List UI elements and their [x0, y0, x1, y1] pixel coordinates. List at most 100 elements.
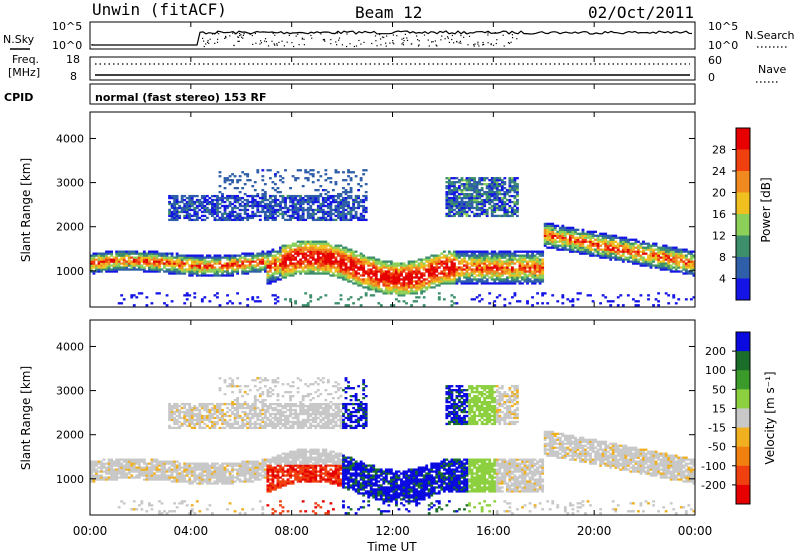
heatmap-cell: [281, 246, 285, 249]
heatmap-cell: [286, 270, 290, 273]
heatmap-cell: [339, 274, 343, 277]
heatmap-cell: [276, 204, 280, 208]
heatmap-cell: [231, 194, 234, 198]
heatmap-cell: [493, 282, 497, 285]
heatmap-cell: [110, 252, 113, 255]
heatmap-cell: [271, 250, 275, 253]
heatmap-cell: [508, 185, 512, 188]
heatmap-cell: [473, 298, 476, 301]
heatmap-cell: [142, 474, 146, 477]
heatmap-cell: [173, 206, 177, 210]
heatmap-cell: [279, 206, 282, 210]
heatmap-cell: [684, 270, 688, 273]
heatmap-cell: [647, 256, 650, 259]
heatmap-cell: [510, 185, 514, 188]
heatmap-cell: [90, 254, 93, 257]
heatmap-cell: [223, 181, 227, 184]
heatmap-cell: [241, 264, 245, 267]
heatmap-cell: [546, 222, 550, 226]
heatmap-cell: [561, 236, 565, 239]
heatmap-cell: [508, 188, 512, 192]
heatmap-cell: [173, 210, 177, 214]
heatmap-cell: [422, 274, 426, 277]
heatmap-cell: [513, 250, 517, 253]
heatmap-cell: [193, 270, 197, 273]
heatmap-cell: [147, 254, 151, 257]
heatmap-cell: [498, 252, 502, 255]
heatmap-cell: [279, 278, 282, 281]
heatmap-cell: [453, 274, 456, 277]
heatmap-cell: [95, 476, 98, 479]
heatmap-cell: [405, 278, 408, 281]
heatmap-cell: [100, 476, 103, 479]
heatmap-cell: [334, 208, 338, 212]
heatmap-cell: [347, 266, 350, 269]
heatmap-cell: [342, 202, 345, 206]
heatmap-cell: [488, 292, 492, 295]
heatmap-cell: [594, 242, 597, 245]
heatmap-cell: [279, 270, 282, 273]
heatmap-cell: [319, 244, 323, 247]
heatmap-cell: [631, 238, 635, 241]
heatmap-cell: [531, 264, 534, 267]
heatmap-cell: [437, 280, 441, 283]
heatmap-cell: [647, 244, 650, 247]
heatmap-cell: [483, 280, 487, 283]
heatmap-cell: [475, 198, 479, 202]
heatmap-cell: [455, 187, 459, 190]
heatmap-cell: [571, 230, 575, 233]
heatmap-cell: [130, 262, 134, 265]
heatmap-cell: [337, 204, 340, 208]
heatmap-cell: [183, 206, 187, 210]
heatmap-cell: [490, 192, 494, 196]
heatmap-cell: [155, 250, 159, 253]
heatmap-cell: [163, 464, 166, 467]
heatmap-cell: [243, 266, 247, 269]
heatmap-cell: [294, 212, 298, 216]
heatmap-cell: [377, 286, 381, 289]
heatmap-cell: [218, 270, 222, 273]
heatmap-cell: [485, 196, 489, 200]
heatmap-cell: [193, 254, 197, 257]
heatmap-cell: [548, 224, 552, 228]
heatmap-cell: [541, 280, 545, 283]
heatmap-cell: [516, 192, 519, 196]
heatmap-cell: [510, 212, 514, 216]
heatmap-cell: [236, 262, 240, 265]
heatmap-cell: [475, 258, 479, 261]
heatmap-cell: [490, 181, 494, 184]
heatmap-cell: [354, 196, 358, 200]
heatmap-cell: [483, 212, 487, 216]
heatmap-cell: [188, 254, 192, 257]
heatmap-cell: [510, 268, 514, 271]
heatmap-cell: [168, 260, 171, 263]
heatmap-cell: [236, 270, 240, 273]
heatmap-cell: [427, 272, 431, 275]
heatmap-cell: [392, 280, 396, 283]
heatmap-cell: [483, 276, 487, 279]
heatmap-cell: [425, 258, 429, 261]
heatmap-cell: [168, 272, 171, 275]
heatmap-cell: [488, 252, 492, 255]
heatmap-cell: [168, 470, 171, 473]
heatmap-cell: [334, 200, 338, 204]
heatmap-cell: [601, 252, 605, 255]
heatmap-cell: [339, 254, 343, 257]
heatmap-cell: [357, 282, 361, 285]
heatmap-cell: [692, 260, 696, 263]
heatmap-cell: [374, 278, 378, 281]
heatmap-cell: [624, 238, 628, 241]
heatmap-cell: [687, 272, 691, 275]
heatmap-cell: [115, 462, 119, 465]
heatmap-cell: [188, 294, 192, 297]
heatmap-cell: [473, 252, 476, 255]
heatmap-cell: [374, 262, 378, 265]
heatmap-cell: [97, 462, 101, 465]
heatmap-cell: [483, 264, 487, 267]
heatmap-cell: [584, 240, 587, 243]
heatmap-cell: [626, 244, 630, 247]
heatmap-cell: [664, 266, 668, 269]
nsearch-dot: [401, 38, 403, 40]
heatmap-cell: [132, 256, 136, 259]
heatmap-cell: [175, 470, 179, 473]
